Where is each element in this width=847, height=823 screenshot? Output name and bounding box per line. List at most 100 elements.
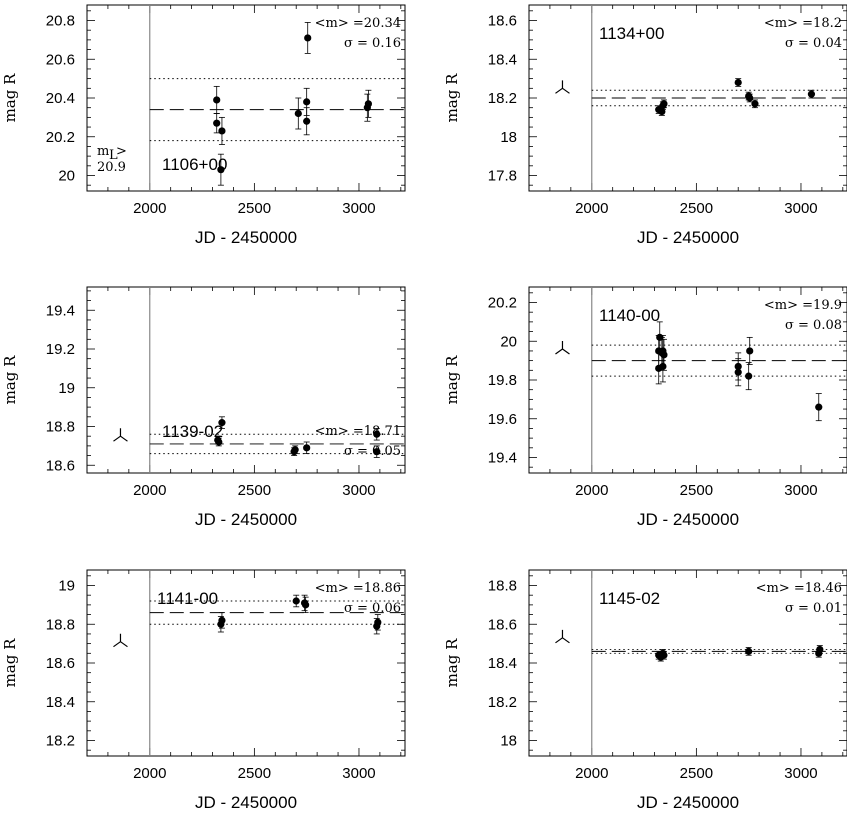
y-tick-label: 20.4 bbox=[46, 90, 75, 107]
limit-value: 20.9 bbox=[97, 160, 126, 175]
mean-annotation: <m> =19.9 bbox=[764, 298, 842, 313]
limit-magnitude-marker bbox=[555, 80, 570, 94]
data-point bbox=[734, 78, 742, 87]
y-tick-label: 20 bbox=[58, 168, 75, 185]
data-point bbox=[745, 647, 753, 655]
x-tick-label: 2500 bbox=[680, 200, 713, 217]
x-tick-label: 2000 bbox=[133, 765, 166, 782]
data-point bbox=[659, 362, 667, 371]
y-axis-title: mag R bbox=[443, 355, 461, 405]
data-point bbox=[303, 98, 311, 106]
y-tick-label: 18.4 bbox=[488, 655, 517, 672]
limit-magnitude-marker bbox=[555, 341, 570, 355]
data-point bbox=[291, 446, 299, 454]
x-axis-title: JD - 2450000 bbox=[195, 510, 297, 529]
y-tick-label: 19.6 bbox=[488, 411, 517, 428]
y-tick-label: 19.4 bbox=[488, 450, 517, 467]
x-axis-title: JD - 2450000 bbox=[195, 793, 297, 812]
data-point bbox=[364, 100, 372, 108]
object-id-label: 1139-02 bbox=[162, 422, 223, 441]
y-tick-label: 20 bbox=[500, 333, 517, 350]
data-point bbox=[302, 601, 310, 609]
y-tick-label: 18.6 bbox=[46, 457, 75, 474]
data-point bbox=[213, 119, 221, 127]
mean-annotation: <m> =18.86 bbox=[315, 581, 401, 596]
limit-magnitude-text: m L>20.9 bbox=[97, 144, 127, 175]
y-tick-label: 18.8 bbox=[488, 578, 517, 595]
panel-1141-00: 2000 2500 3000 18.2 18.4 18.6 18.8 19 JD - 24500… bbox=[1, 569, 406, 812]
panel-1134+00: 2000 2500 3000 17.8 18 18.2 18.4 18.6 JD - 24500… bbox=[443, 4, 847, 247]
data-point bbox=[816, 645, 824, 654]
y-tick-label: 19.8 bbox=[488, 372, 517, 389]
x-axis-title: JD - 2450000 bbox=[195, 228, 297, 247]
x-tick-label: 3000 bbox=[784, 765, 817, 782]
data-point bbox=[746, 94, 754, 102]
x-tick-label: 2000 bbox=[133, 482, 166, 499]
x-tick-label: 3000 bbox=[342, 200, 375, 217]
data-point bbox=[303, 444, 311, 452]
x-tick-label: 3000 bbox=[342, 482, 375, 499]
mean-annotation: <m> =20.34 bbox=[315, 16, 401, 31]
y-tick-label: 18.6 bbox=[46, 655, 75, 672]
y-tick-label: 19.4 bbox=[46, 302, 75, 319]
data-point bbox=[215, 438, 223, 446]
x-axis-title: JD - 2450000 bbox=[637, 510, 739, 529]
y-tick-label: 17.8 bbox=[488, 168, 517, 185]
y-axis-title: mag R bbox=[443, 73, 461, 123]
sigma-annotation: σ = 0.16 bbox=[344, 36, 401, 51]
panel-1139-02: 2000 2500 3000 18.6 18.8 19 19.2 19.4 JD - 24500… bbox=[1, 286, 406, 529]
y-tick-label: 20.6 bbox=[46, 51, 75, 68]
limit-magnitude-marker bbox=[113, 428, 128, 442]
y-tick-label: 18.6 bbox=[488, 13, 517, 30]
data-point bbox=[218, 127, 226, 135]
data-point bbox=[218, 616, 226, 624]
data-point bbox=[660, 351, 668, 359]
y-tick-label: 18.8 bbox=[46, 419, 75, 436]
x-tick-label: 2000 bbox=[133, 200, 166, 217]
mean-annotation: <m> =18.71 bbox=[315, 424, 401, 439]
y-tick-label: 20.8 bbox=[46, 13, 75, 30]
data-point bbox=[374, 618, 382, 626]
y-tick-label: 18.8 bbox=[46, 616, 75, 633]
y-tick-label: 18.2 bbox=[488, 90, 517, 107]
data-point bbox=[217, 166, 225, 174]
y-tick-label: 18.4 bbox=[488, 51, 517, 68]
y-axis-title: mag R bbox=[1, 73, 19, 123]
limit-magnitude-marker bbox=[113, 633, 128, 648]
y-tick-label: 18 bbox=[500, 129, 517, 146]
plot-frame bbox=[528, 569, 847, 757]
sigma-annotation: σ = 0.04 bbox=[785, 36, 842, 51]
data-point bbox=[660, 100, 668, 108]
mean-annotation: <m> =18.2 bbox=[764, 16, 842, 31]
data-point bbox=[751, 100, 759, 108]
x-tick-label: 3000 bbox=[784, 200, 817, 217]
y-tick-label: 18 bbox=[500, 733, 517, 750]
y-tick-label: 18.2 bbox=[46, 733, 75, 750]
y-axis-title: mag R bbox=[1, 638, 19, 688]
y-tick-label: 18.6 bbox=[488, 616, 517, 633]
x-tick-label: 3000 bbox=[784, 482, 817, 499]
data-point bbox=[815, 403, 823, 411]
data-point bbox=[660, 651, 668, 659]
x-tick-label: 2000 bbox=[575, 200, 608, 217]
x-tick-label: 3000 bbox=[342, 765, 375, 782]
plot-frame bbox=[86, 569, 406, 757]
x-axis-title: JD - 2450000 bbox=[637, 793, 739, 812]
y-tick-label: 18.4 bbox=[46, 694, 75, 711]
data-point bbox=[218, 419, 226, 427]
y-tick-label: 18.2 bbox=[488, 694, 517, 711]
sigma-annotation: σ = 0.05 bbox=[344, 444, 401, 459]
data-point bbox=[294, 109, 302, 118]
data-point bbox=[213, 96, 221, 104]
plot-frame bbox=[86, 286, 406, 474]
x-tick-label: 2500 bbox=[680, 482, 713, 499]
y-axis-title: mag R bbox=[443, 638, 461, 688]
object-id-label: 1134+00 bbox=[599, 24, 664, 43]
panel-1145-02: 2000 2500 3000 18 18.2 18.4 18.6 18.8 JD - 24500… bbox=[443, 569, 847, 812]
x-axis-title: JD - 2450000 bbox=[637, 228, 739, 247]
x-tick-label: 2500 bbox=[680, 765, 713, 782]
y-tick-label: 19 bbox=[58, 578, 75, 595]
x-tick-label: 2000 bbox=[575, 765, 608, 782]
plot-frame bbox=[86, 4, 406, 192]
x-tick-label: 2000 bbox=[575, 482, 608, 499]
